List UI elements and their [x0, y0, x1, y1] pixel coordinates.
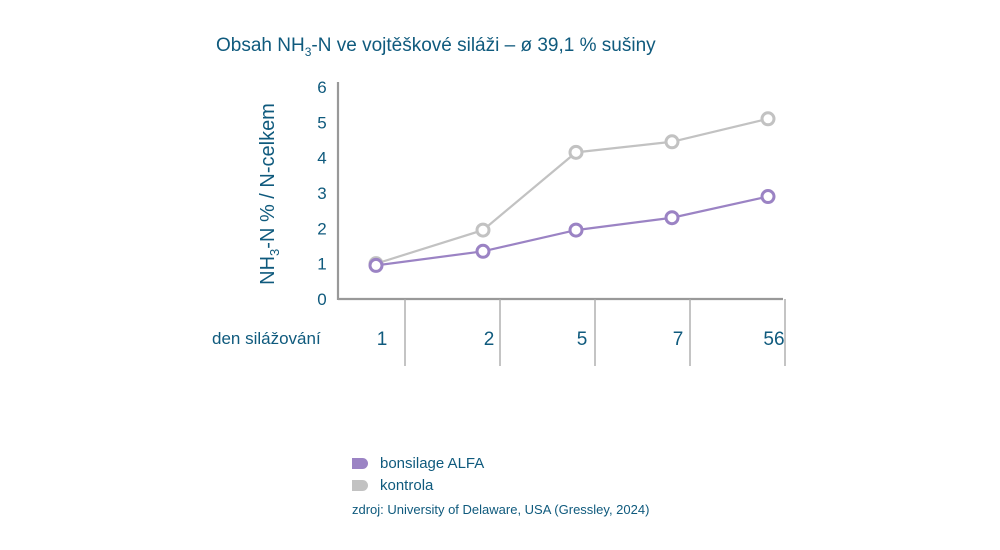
y-tick-label: 1 [317, 255, 326, 274]
data-point [760, 111, 776, 127]
y-tick-label: 4 [317, 149, 326, 168]
legend-item-kontrola: kontrola [352, 474, 649, 496]
source-note: zdroj: University of Delaware, USA (Gres… [352, 502, 650, 517]
y-tick-label: 0 [317, 290, 326, 309]
x-tick-label: 5 [577, 329, 588, 350]
data-point [664, 134, 680, 150]
series [368, 111, 776, 273]
series-line [375, 117, 769, 265]
data-point [664, 210, 680, 226]
data-point [760, 189, 776, 205]
data-point [368, 257, 384, 273]
legend-swatch [352, 457, 368, 469]
data-point [475, 243, 491, 259]
data-point [568, 144, 584, 160]
series-bonsilage-alfa [368, 189, 776, 273]
series-kontrola [368, 111, 776, 272]
y-tick-label: 5 [317, 113, 326, 132]
x-tick-label: 56 [763, 329, 784, 350]
data-point [568, 222, 584, 238]
legend: bonsilage ALFA kontrola zdroj: Universit… [352, 452, 649, 517]
y-tick-label: 2 [317, 219, 326, 238]
x-ticks: 1 2 5 7 56 [377, 329, 785, 350]
y-tick-label: 6 [317, 78, 326, 97]
x-axis-label: den silážování [212, 329, 321, 348]
axes [336, 82, 786, 366]
legend-label: kontrola [380, 476, 434, 494]
legend-label: bonsilage ALFA [380, 454, 485, 472]
legend-swatch [352, 479, 368, 491]
y-ticks: 0 1 2 3 4 5 6 [317, 78, 326, 309]
x-tick-label: 1 [377, 329, 388, 350]
x-tick-label: 2 [484, 329, 495, 350]
legend-item-bonsilage: bonsilage ALFA [352, 452, 649, 474]
x-tick-label: 7 [673, 329, 684, 350]
y-axis-label: NH3-N % / N-celkem [257, 103, 282, 285]
y-tick-label: 3 [317, 184, 326, 203]
chart-title: Obsah NH3-N ve vojtěškové siláži – ø 39,… [216, 35, 656, 59]
data-point [475, 222, 491, 238]
